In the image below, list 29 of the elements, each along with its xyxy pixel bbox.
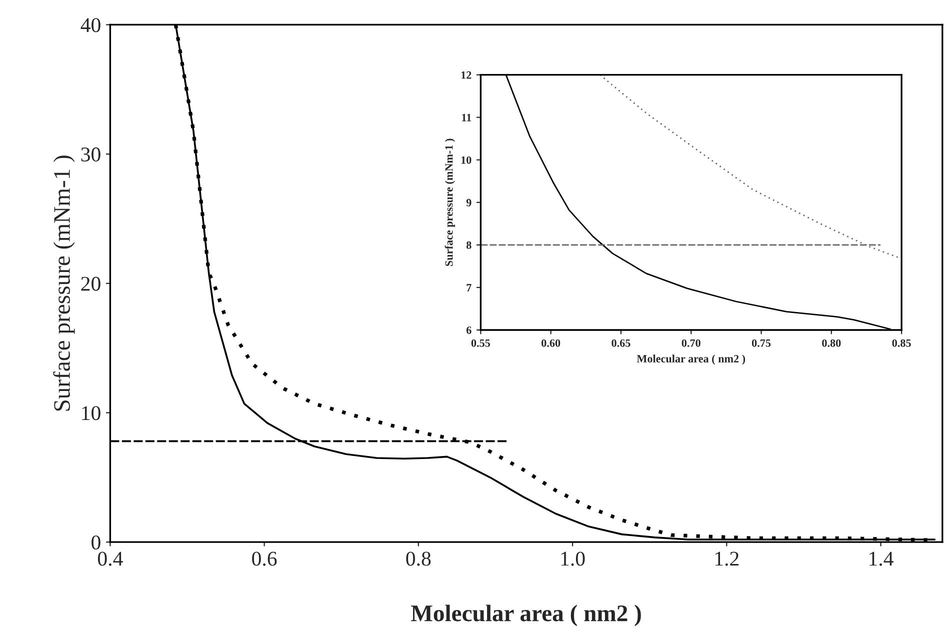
x-tick-label: 1.4 <box>870 552 894 566</box>
x-tick-label: 1.2 <box>715 552 739 566</box>
y-tick-label: 10 <box>461 156 472 164</box>
y-tick-label: 10 <box>82 406 100 420</box>
x-tick-label: 0.75 <box>752 339 771 347</box>
y-tick-label: 12 <box>461 71 472 79</box>
y-tick-label: 30 <box>81 147 100 162</box>
y-axis-title: Surface pressure (mNm-1 ) <box>444 138 456 266</box>
x-axis-title: Molecular area ( nm2 ) <box>636 354 746 365</box>
y-tick-label: 0 <box>92 535 100 550</box>
y-tick-label: 7 <box>466 284 472 292</box>
x-axis-title: Molecular area ( nm2 ) <box>411 604 641 626</box>
x-tick-label: 0.8 <box>406 552 431 566</box>
y-tick-label: 20 <box>81 276 100 291</box>
x-tick-label: 0.60 <box>542 339 560 347</box>
x-tick-label: 0.6 <box>252 552 277 566</box>
x-tick-label: 0.85 <box>892 339 911 347</box>
y-tick-label: 9 <box>466 198 472 206</box>
x-tick-label: 0.70 <box>682 339 700 347</box>
y-axis-title: Surface pressure (mNm-1 ) <box>53 156 75 411</box>
x-tick-label: 0.55 <box>471 339 490 347</box>
y-tick-label: 8 <box>466 241 472 249</box>
x-tick-label: 1.0 <box>561 552 585 566</box>
x-tick-label: 0.4 <box>98 552 123 566</box>
y-tick-label: 40 <box>80 18 100 32</box>
y-tick-label: 6 <box>466 326 472 334</box>
x-tick-label: 0.80 <box>822 339 841 347</box>
y-tick-label: 11 <box>462 114 472 122</box>
x-tick-label: 0.65 <box>612 339 630 347</box>
